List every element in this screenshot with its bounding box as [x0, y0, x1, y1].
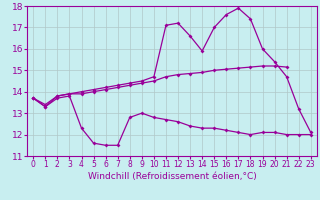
X-axis label: Windchill (Refroidissement éolien,°C): Windchill (Refroidissement éolien,°C): [88, 172, 256, 181]
